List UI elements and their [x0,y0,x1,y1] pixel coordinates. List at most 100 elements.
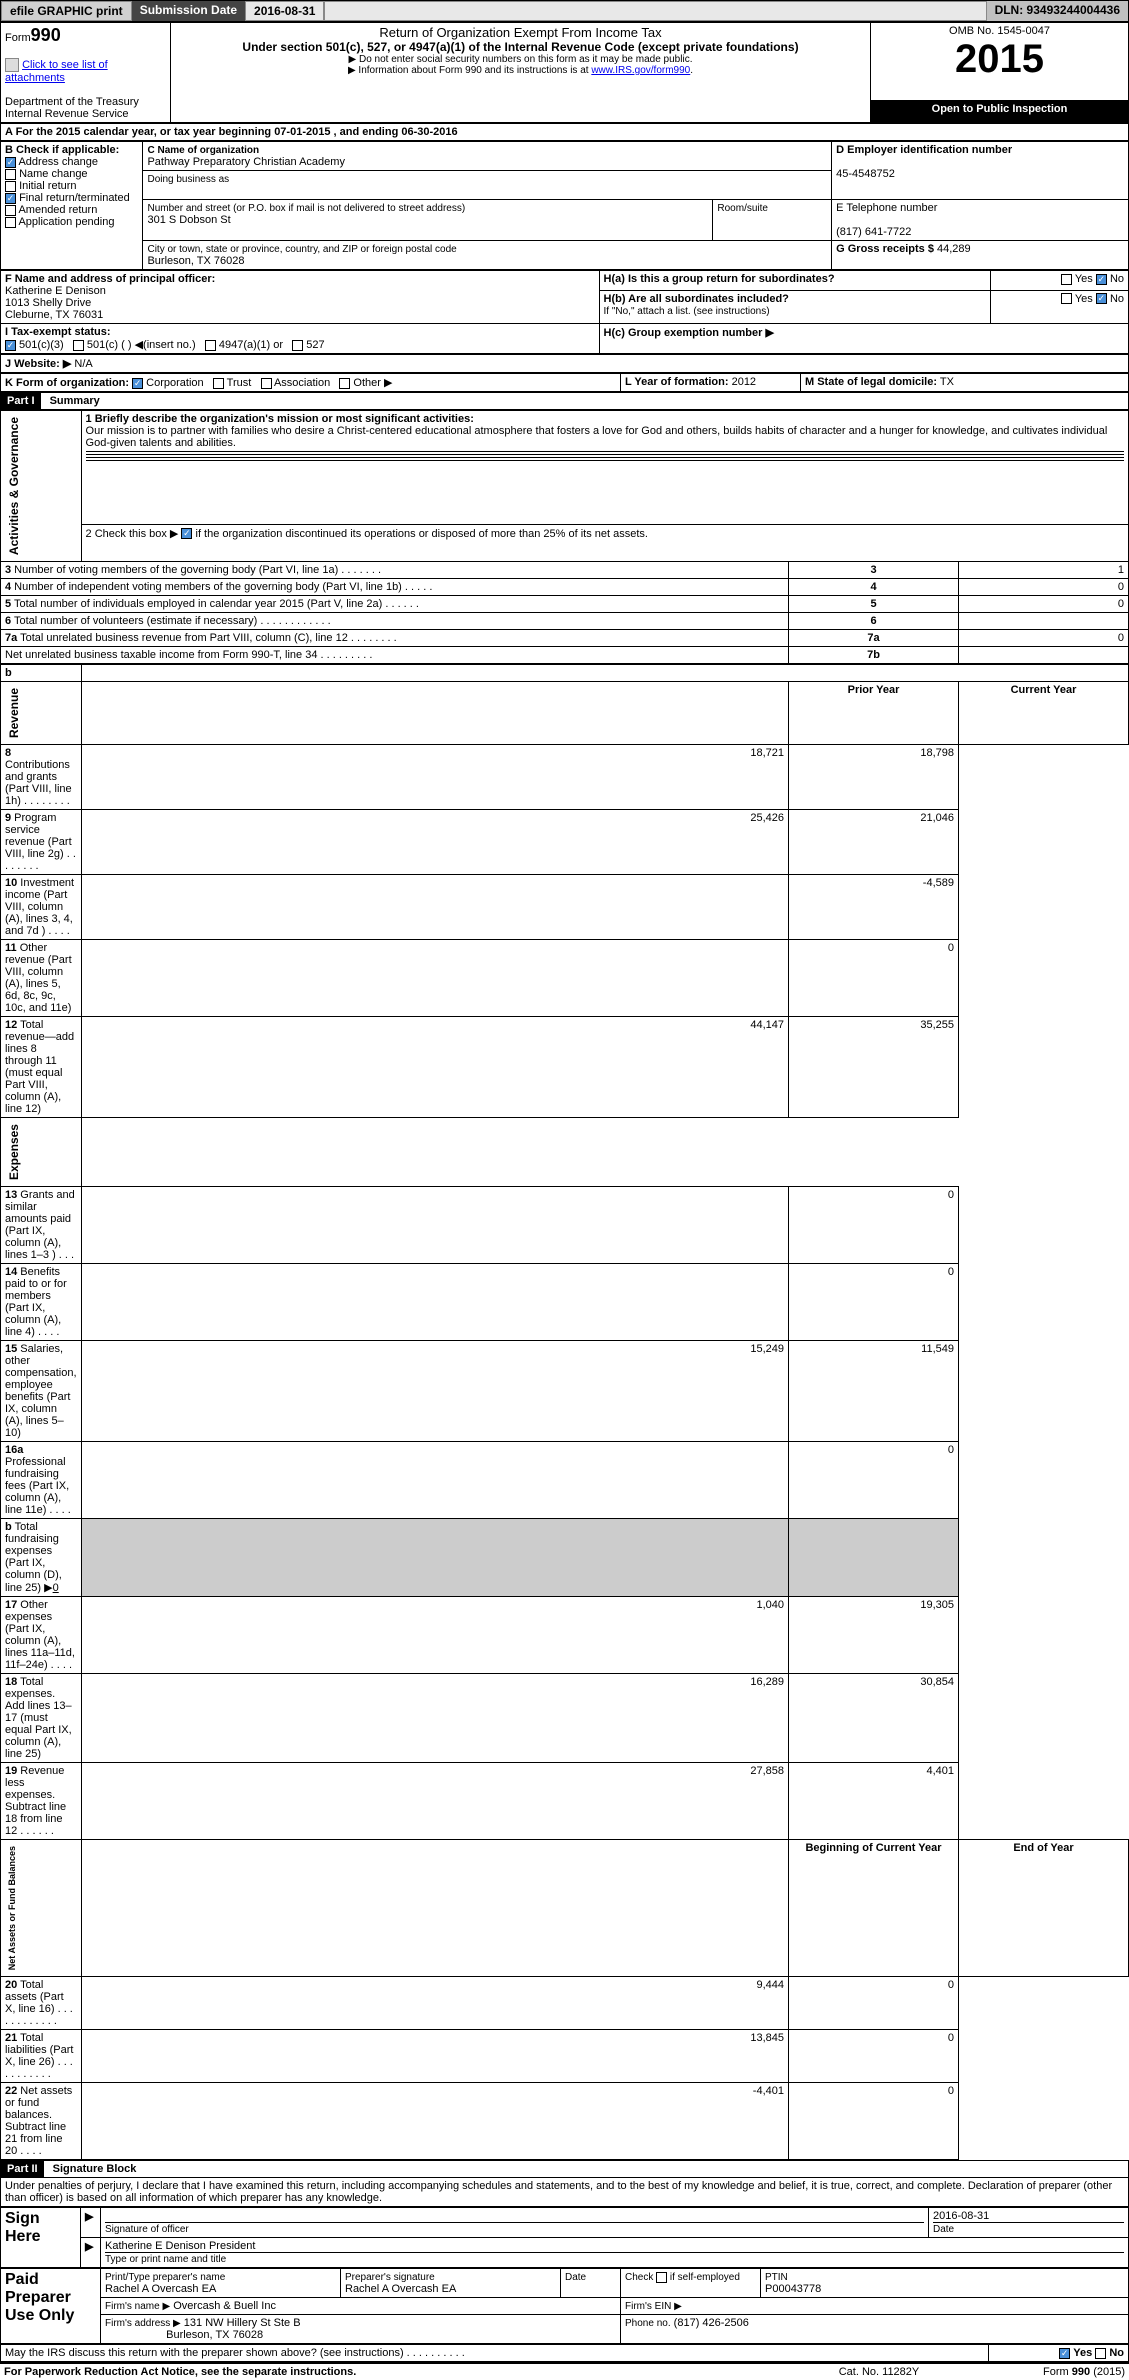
revenue-section-label: Revenue [5,684,23,742]
phone: (817) 641-7722 [836,226,911,238]
line-text: 18 Total expenses. Add lines 13–17 (must… [1,1674,82,1763]
tax-status-checkbox[interactable] [292,340,303,351]
sig-officer-label: Signature of officer [105,2224,189,2235]
org-form-checkbox[interactable] [261,378,272,389]
section-m-label: M State of legal domicile: [805,376,937,388]
firm-name: Overcash & Buell Inc [173,2300,276,2312]
arrow-icon: ▶ [81,2238,101,2268]
end-year-header: End of Year [959,1840,1129,1977]
yes-label: Yes [1075,273,1093,285]
current-value: 4,401 [789,1763,959,1840]
checkbox-initial-return[interactable] [5,181,16,192]
line-text: 22 Net assets or fund balances. Subtract… [1,2083,82,2160]
prep-name-label: Print/Type preparer's name [105,2272,225,2283]
line-box: 5 [789,596,959,613]
tax-status-checkbox[interactable] [73,340,84,351]
info-note: ▶ Information about Form 990 and its ins… [175,65,866,76]
topbar-spacer [324,1,986,21]
line-text: 12 Total revenue—add lines 8 through 11 … [1,1017,82,1118]
line-text: 15 Salaries, other compensation, employe… [1,1341,82,1442]
dept-treasury: Department of the Treasury [5,96,139,108]
hb-no-checkbox[interactable] [1096,293,1107,304]
hb-yes-checkbox[interactable] [1061,293,1072,304]
discuss-question: May the IRS discuss this return with the… [1,2345,989,2362]
section-f-label: F Name and address of principal officer: [5,273,215,285]
netassets-section-label: Net Assets or Fund Balances [5,1842,19,1974]
org-form-checkbox[interactable] [339,378,350,389]
part1-header: Part I [1,393,41,409]
gray-cell [81,1519,788,1597]
attachment-icon[interactable] [5,58,19,72]
discuss-no-checkbox[interactable] [1095,2348,1106,2359]
pra-notice: For Paperwork Reduction Act Notice, see … [0,2363,779,2380]
checkbox-label: Application pending [18,216,114,228]
line-text: Net unrelated business taxable income fr… [1,647,789,665]
self-employed-label: Check if self-employed [625,2272,740,2283]
line-a: A For the 2015 calendar year, or tax yea… [1,124,1129,141]
checkbox-name-change[interactable] [5,169,16,180]
part2-header: Part II [1,2161,44,2177]
checkbox-label: Address change [18,156,98,168]
efile-print-button[interactable]: efile GRAPHIC print [1,1,132,21]
prior-value: 18,721 [81,745,788,810]
hc-label: H(c) Group exemption number ▶ [604,327,774,339]
current-value: 30,854 [789,1674,959,1763]
section-d-label: D Employer identification number [836,144,1012,156]
topbar: efile GRAPHIC print Submission Date 2016… [0,0,1129,22]
line-box: 7a [789,630,959,647]
firm-name-label: Firm's name ▶ [105,2301,170,2312]
self-employed-checkbox[interactable] [656,2272,667,2283]
type-name-label: Type or print name and title [105,2254,226,2265]
current-value: 18,798 [789,745,959,810]
line-text: 20 Total assets (Part X, line 16) . . . … [1,1977,82,2030]
checkbox-address-change[interactable] [5,157,16,168]
line-value: 0 [959,579,1129,596]
officer-addr1: 1013 Shelly Drive [5,297,91,309]
ha-no-checkbox[interactable] [1096,274,1107,285]
current-year-header: Current Year [959,682,1129,745]
prior-value [81,1264,788,1341]
officer-addr2: Cleburne, TX 76031 [5,309,103,321]
form-subtitle: Under section 501(c), 527, or 4947(a)(1)… [175,40,866,54]
part2-title: Signature Block [47,2161,143,2177]
current-value: 0 [789,2030,959,2083]
sig-date: 2016-08-31 [933,2210,1124,2223]
q2-checkbox[interactable] [181,528,192,539]
attachments-link[interactable]: Click to see list of attachments [5,59,108,84]
city-label: City or town, state or province, country… [147,244,456,255]
line-text: 10 Investment income (Part VIII, column … [1,875,82,940]
section-l-label: L Year of formation: [625,376,729,388]
officer-printed-name: Katherine E Denison President [105,2240,1124,2253]
firm-addr-label: Firm's address ▶ [105,2318,181,2329]
line-box: 7b [789,647,959,665]
form-title: Return of Organization Exempt From Incom… [175,25,866,40]
prior-value: -4,401 [81,2083,788,2160]
line-text: 14 Benefits paid to or for members (Part… [1,1264,82,1341]
submission-date: 2016-08-31 [245,1,324,21]
paid-preparer-block: Paid Preparer Use Only Print/Type prepar… [0,2268,1129,2344]
prior-value [81,1442,788,1519]
org-form-checkbox[interactable] [132,378,143,389]
tax-status-checkbox[interactable] [205,340,216,351]
section-i-label: I Tax-exempt status: [5,326,111,338]
tax-status-checkbox[interactable] [5,340,16,351]
prior-value: 44,147 [81,1017,788,1118]
prior-value [81,875,788,940]
gross-receipts: 44,289 [937,243,971,255]
line-text: 8 Contributions and grants (Part VIII, l… [1,745,82,810]
current-value: 0 [789,1187,959,1264]
line-text: 4 Number of independent voting members o… [1,579,789,596]
checkbox-amended-return[interactable] [5,205,16,216]
ha-yes-checkbox[interactable] [1061,274,1072,285]
checkbox-application-pending[interactable] [5,217,16,228]
org-form-checkbox[interactable] [213,378,224,389]
irs-label: Internal Revenue Service [5,108,129,120]
discuss-yes-checkbox[interactable] [1059,2348,1070,2359]
prior-value: 25,426 [81,810,788,875]
irs-form990-link[interactable]: www.IRS.gov/form990 [591,65,690,76]
line-text: 3 Number of voting members of the govern… [1,562,789,579]
signature-block: Sign Here ▶ Signature of officer 2016-08… [0,2207,1129,2268]
officer-name: Katherine E Denison [5,285,106,297]
line-text: 17 Other expenses (Part IX, column (A), … [1,1597,82,1674]
checkbox-final-return-terminated[interactable] [5,193,16,204]
